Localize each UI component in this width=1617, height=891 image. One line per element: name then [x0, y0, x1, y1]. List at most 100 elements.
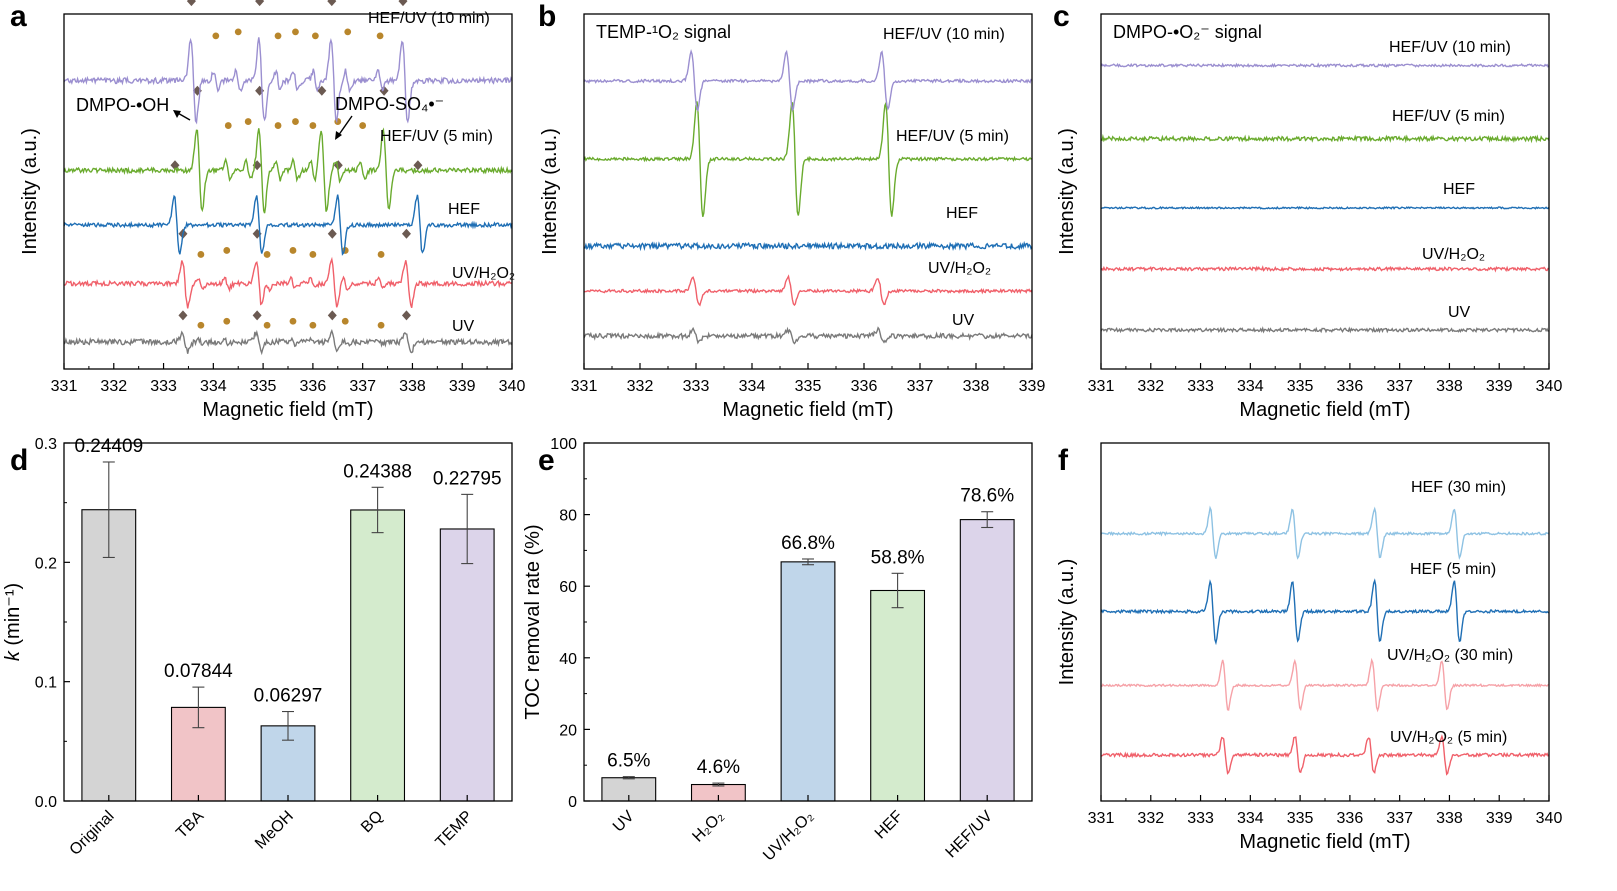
y-tick-label: 60	[559, 579, 577, 596]
series-line-f-3	[1100, 505, 1550, 561]
x-tick-label: 331	[571, 378, 598, 395]
series-label: HEF/UV (10 min)	[883, 26, 1005, 43]
sulfate-adduct-marker	[311, 32, 319, 40]
value-label: 0.07844	[164, 661, 233, 682]
x-tick-label: 331	[1088, 810, 1115, 827]
x-tick-label: 337	[907, 378, 934, 395]
panel-label-d: d	[10, 444, 28, 477]
panel-label-c: c	[1053, 0, 1070, 33]
sulfate-adduct-marker	[309, 321, 317, 329]
x-tick-label: 338	[1436, 378, 1463, 395]
x-category-label: UV	[610, 808, 638, 836]
plot-frame-b	[583, 13, 1033, 370]
x-category-label: UV/H₂O₂	[760, 808, 817, 865]
series-label: HEF/UV (10 min)	[368, 10, 490, 27]
series-line-a-4	[63, 37, 513, 125]
x-tick-label: 333	[683, 378, 710, 395]
x-category-label: HEF	[872, 808, 907, 843]
x-tick-label: 333	[1187, 378, 1214, 395]
x-tick-label: 335	[1287, 810, 1314, 827]
sulfate-adduct-marker	[292, 118, 299, 125]
plot-frame-c	[1100, 13, 1550, 370]
oh-adduct-marker	[255, 0, 265, 7]
sulfate-adduct-marker	[376, 32, 384, 40]
oh-adduct-marker	[170, 160, 180, 171]
series-line-f-1	[1100, 657, 1549, 713]
panel-a: 331 332 333 334 335 336 337 338 339 340 Magnetic f…	[19, 0, 525, 421]
x-tick-label: 336	[1337, 378, 1364, 395]
sulfate-adduct-marker	[197, 251, 205, 258]
x-category-label: Original	[67, 808, 118, 859]
series-label: HEF/UV (5 min)	[380, 128, 493, 145]
x-tick-label: 337	[349, 378, 376, 395]
x-category-label: BQ	[358, 808, 386, 836]
panel-d: 0.0 0.1 0.2 0.3 0.24409 Original 0.07844 TBA 0.0…	[2, 436, 502, 859]
series-line-c-4	[1100, 62, 1550, 69]
x-axis-label: Magnetic field (mT)	[202, 399, 373, 421]
oh-adduct-marker	[327, 228, 337, 239]
x-tick-label: 339	[1019, 378, 1046, 395]
series-line-b-3	[583, 100, 1033, 217]
annotation-so4: DMPO-SO₄•⁻	[335, 94, 444, 114]
oh-adduct-marker	[327, 310, 337, 321]
x-tick-label: 331	[51, 378, 78, 395]
value-label: 0.22795	[433, 468, 502, 489]
sulfate-adduct-marker	[244, 118, 252, 125]
sulfate-adduct-marker	[212, 32, 220, 40]
sulfate-adduct-marker	[377, 251, 385, 258]
x-category-label: TEMP	[433, 808, 476, 851]
panel-e: 0 20 40 60 80 100 6.5% UV 4.6% H₂O₂ 66.8% UV/H₂O₂ 58…	[522, 436, 1015, 865]
y-axis-label: Intensity (a.u.)	[1056, 559, 1078, 686]
value-label: 4.6%	[697, 757, 740, 778]
x-tick-label: 338	[1436, 810, 1463, 827]
series-label: HEF/UV (5 min)	[1392, 108, 1505, 125]
plot-frame-a	[63, 13, 513, 370]
sulfate-adduct-marker	[344, 28, 352, 36]
x-tick-label: 334	[1237, 810, 1264, 827]
y-tick-label: 0.3	[35, 436, 57, 453]
x-tick-label: 332	[1137, 378, 1164, 395]
sulfate-adduct-marker	[224, 122, 232, 129]
y-axis-label: k (min⁻¹)	[2, 583, 24, 661]
value-label: 78.6%	[960, 486, 1014, 507]
x-tick-label: 333	[150, 378, 177, 395]
series-line-c-0	[1100, 326, 1550, 334]
x-tick-label: 331	[1088, 378, 1115, 395]
plot-frame-f	[1100, 442, 1550, 802]
series-label: HEF	[946, 205, 978, 222]
series-label: HEF	[448, 201, 480, 218]
panel-label-b: b	[538, 0, 556, 33]
series-line-f-2	[1100, 578, 1550, 646]
series-label: UV/H₂O₂	[452, 265, 515, 282]
series-label: UV	[952, 312, 975, 329]
oh-adduct-marker	[398, 0, 408, 7]
sulfate-adduct-marker	[289, 317, 297, 325]
y-axis-label: Intensity (a.u.)	[539, 128, 561, 255]
x-tick-label: 337	[1386, 810, 1413, 827]
sulfate-adduct-marker	[263, 321, 271, 329]
series-line-b-4	[583, 49, 1033, 112]
x-tick-label: 340	[499, 378, 526, 395]
panel-f: 331 332 333 334 335 336 337 338 339 340 Magnetic f…	[1056, 479, 1562, 853]
y-axis-label: Intensity (a.u.)	[1056, 128, 1078, 255]
bar-e-2	[780, 561, 836, 802]
series-label: UV	[1448, 304, 1471, 321]
x-category-label: HEF/UV	[943, 808, 997, 862]
y-tick-label: 40	[559, 651, 577, 668]
bar-d-3	[350, 509, 406, 802]
series-label: UV/H₂O₂ (5 min)	[1390, 729, 1507, 746]
series-label: UV/H₂O₂	[928, 260, 991, 277]
x-tick-label: 340	[1536, 378, 1563, 395]
y-axis-label: Intensity (a.u.)	[19, 128, 41, 255]
sulfate-adduct-marker	[263, 251, 271, 258]
oh-adduct-marker	[327, 0, 337, 7]
x-axis-label: Magnetic field (mT)	[722, 399, 893, 421]
series-label: UV	[452, 318, 475, 335]
x-tick-label: 339	[1486, 378, 1513, 395]
series-line-a-1	[64, 256, 513, 309]
bar-e-3	[870, 589, 926, 802]
plot-frame-d	[63, 442, 513, 802]
x-tick-label: 336	[300, 378, 327, 395]
panel-label-e: e	[538, 444, 555, 477]
y-tick-label: 80	[559, 508, 577, 525]
